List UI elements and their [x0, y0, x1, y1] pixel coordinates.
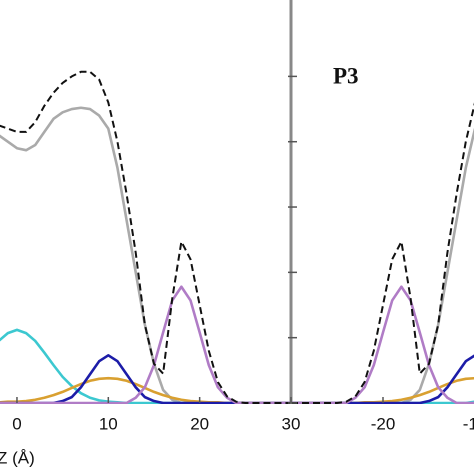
panel-label: P3	[333, 63, 359, 88]
x-tick-label: 30	[282, 414, 301, 433]
plot-area	[0, 70, 290, 404]
x-tick-label: 10	[99, 414, 118, 433]
x-tick-label: -10	[463, 414, 474, 433]
line-series	[0, 70, 290, 404]
line-series	[292, 285, 474, 404]
line-series	[0, 328, 290, 404]
line-series	[0, 285, 290, 404]
x-tick-label: 0	[12, 414, 21, 433]
x-axis-label: Z (Å)	[0, 448, 35, 467]
x-tick-label: -20	[371, 414, 396, 433]
line-series	[0, 376, 290, 404]
line-series	[0, 106, 290, 404]
x-tick-label: 20	[190, 414, 209, 433]
plot-area	[292, 102, 474, 404]
line-series	[0, 354, 290, 404]
line-series	[292, 102, 474, 404]
